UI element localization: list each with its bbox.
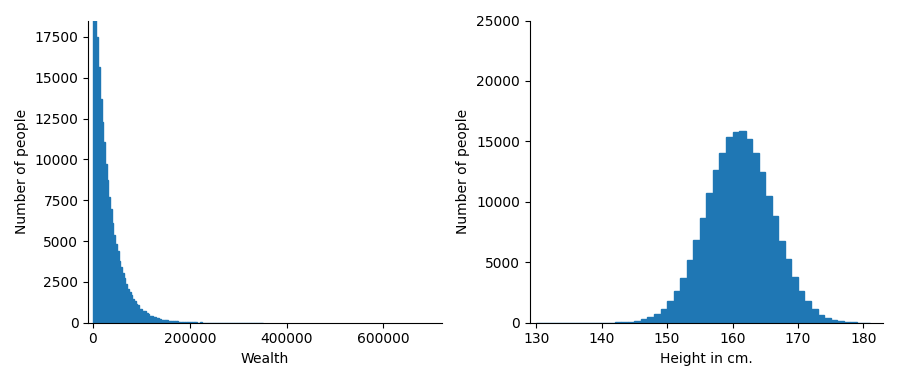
Bar bbox=[163, 320, 164, 323]
Bar bbox=[173, 321, 175, 323]
Bar bbox=[119, 261, 120, 323]
Bar bbox=[180, 322, 181, 323]
Bar bbox=[739, 131, 745, 323]
Bar bbox=[719, 154, 726, 323]
Bar bbox=[183, 322, 185, 323]
Bar bbox=[117, 251, 119, 323]
Bar bbox=[753, 153, 759, 323]
Bar bbox=[168, 321, 170, 323]
Bar bbox=[661, 309, 667, 323]
Bar bbox=[143, 311, 145, 323]
Bar bbox=[667, 301, 674, 323]
Bar bbox=[94, 3, 96, 323]
Bar bbox=[811, 309, 817, 323]
Bar bbox=[680, 278, 687, 323]
Bar bbox=[100, 99, 101, 323]
X-axis label: Wealth: Wealth bbox=[241, 352, 289, 366]
Bar bbox=[103, 142, 105, 323]
Bar bbox=[126, 283, 128, 323]
Bar bbox=[745, 139, 753, 323]
Bar bbox=[147, 314, 149, 323]
Bar bbox=[647, 317, 654, 323]
Bar bbox=[164, 320, 166, 323]
Bar bbox=[172, 321, 173, 323]
Bar bbox=[175, 322, 177, 323]
Bar bbox=[837, 321, 844, 323]
Y-axis label: Number of people: Number of people bbox=[15, 109, 29, 234]
Bar bbox=[110, 209, 111, 323]
Bar bbox=[177, 322, 178, 323]
Bar bbox=[687, 260, 693, 323]
Bar bbox=[105, 164, 107, 323]
Bar bbox=[187, 322, 189, 323]
Bar bbox=[831, 320, 837, 323]
Bar bbox=[759, 172, 765, 323]
Bar bbox=[136, 304, 137, 323]
Bar bbox=[96, 37, 98, 323]
Bar bbox=[130, 295, 132, 323]
Bar bbox=[107, 180, 109, 323]
Bar bbox=[170, 321, 172, 323]
Bar bbox=[181, 322, 183, 323]
Bar bbox=[733, 132, 739, 323]
Bar bbox=[178, 322, 180, 323]
Bar bbox=[139, 309, 141, 323]
Bar bbox=[700, 218, 707, 323]
Bar bbox=[844, 322, 850, 323]
Bar bbox=[674, 291, 680, 323]
Y-axis label: Number of people: Number of people bbox=[456, 109, 471, 234]
Bar bbox=[791, 277, 798, 323]
Bar bbox=[98, 67, 100, 323]
Bar bbox=[713, 170, 719, 323]
Bar bbox=[621, 322, 628, 323]
Bar bbox=[128, 293, 130, 323]
Bar bbox=[726, 137, 733, 323]
Bar bbox=[765, 196, 771, 323]
Bar bbox=[137, 306, 139, 323]
Bar bbox=[93, 0, 94, 323]
Bar bbox=[654, 314, 661, 323]
Bar bbox=[134, 301, 136, 323]
Bar bbox=[805, 301, 811, 323]
Bar bbox=[817, 315, 824, 323]
Bar bbox=[111, 223, 113, 323]
Bar bbox=[156, 318, 158, 323]
Bar bbox=[785, 259, 791, 323]
Bar bbox=[124, 279, 126, 323]
Bar bbox=[120, 267, 122, 323]
Bar bbox=[850, 322, 857, 323]
Bar bbox=[824, 318, 831, 323]
Bar bbox=[162, 320, 163, 323]
Bar bbox=[151, 316, 153, 323]
Bar bbox=[122, 273, 124, 323]
Bar bbox=[166, 320, 168, 323]
Bar bbox=[132, 299, 134, 323]
Bar bbox=[798, 291, 805, 323]
Bar bbox=[192, 322, 194, 323]
Bar bbox=[189, 322, 190, 323]
Bar bbox=[153, 317, 154, 323]
Bar bbox=[707, 193, 713, 323]
Bar bbox=[160, 319, 162, 323]
Bar bbox=[109, 197, 110, 323]
Bar bbox=[693, 240, 700, 323]
Bar bbox=[113, 235, 115, 323]
Bar bbox=[771, 216, 779, 323]
Bar bbox=[628, 322, 634, 323]
Bar bbox=[779, 242, 785, 323]
Bar bbox=[634, 321, 641, 323]
Bar bbox=[149, 316, 151, 323]
Bar bbox=[145, 313, 147, 323]
Bar bbox=[185, 322, 187, 323]
Bar bbox=[101, 122, 103, 323]
Bar bbox=[115, 244, 117, 323]
X-axis label: Height in cm.: Height in cm. bbox=[660, 352, 753, 366]
Bar bbox=[154, 317, 156, 323]
Bar bbox=[141, 309, 143, 323]
Bar bbox=[190, 322, 192, 323]
Bar bbox=[158, 318, 160, 323]
Bar bbox=[641, 319, 647, 323]
